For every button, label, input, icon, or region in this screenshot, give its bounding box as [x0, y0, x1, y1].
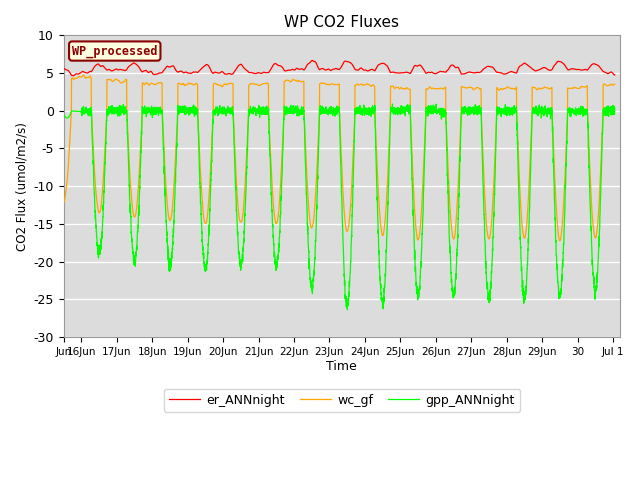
er_ANNnight — [460, 71, 468, 77]
wc_gf — [322, 81, 330, 87]
wc_gf — [556, 238, 564, 243]
er_ANNnight — [567, 66, 575, 72]
Text: WP_processed: WP_processed — [72, 44, 157, 58]
wc_gf — [296, 78, 303, 84]
er_ANNnight — [291, 67, 299, 72]
wc_gf — [60, 200, 67, 205]
wc_gf — [611, 81, 619, 87]
gpp_ANNnight — [594, 259, 602, 265]
er_ANNnight — [69, 73, 77, 79]
gpp_ANNnight — [322, 110, 330, 116]
Line: wc_gf: wc_gf — [63, 75, 615, 240]
gpp_ANNnight — [60, 112, 67, 118]
gpp_ANNnight — [388, 101, 396, 107]
wc_gf — [594, 216, 602, 222]
gpp_ANNnight — [344, 307, 351, 312]
Legend: er_ANNnight, wc_gf, gpp_ANNnight: er_ANNnight, wc_gf, gpp_ANNnight — [164, 389, 520, 412]
gpp_ANNnight — [611, 105, 619, 111]
Y-axis label: CO2 Flux (umol/m2/s): CO2 Flux (umol/m2/s) — [15, 122, 28, 251]
er_ANNnight — [308, 58, 316, 63]
er_ANNnight — [594, 62, 602, 68]
wc_gf — [79, 72, 87, 78]
wc_gf — [291, 78, 299, 84]
gpp_ANNnight — [296, 108, 303, 113]
er_ANNnight — [611, 72, 619, 78]
gpp_ANNnight — [291, 109, 299, 115]
gpp_ANNnight — [567, 110, 575, 116]
er_ANNnight — [322, 67, 330, 73]
er_ANNnight — [60, 66, 67, 72]
Line: gpp_ANNnight: gpp_ANNnight — [63, 104, 615, 310]
wc_gf — [567, 85, 575, 91]
Title: WP CO2 Fluxes: WP CO2 Fluxes — [284, 15, 399, 30]
X-axis label: Time: Time — [326, 360, 357, 372]
er_ANNnight — [296, 66, 303, 72]
wc_gf — [460, 84, 468, 90]
gpp_ANNnight — [460, 108, 468, 113]
Line: er_ANNnight: er_ANNnight — [63, 60, 615, 76]
